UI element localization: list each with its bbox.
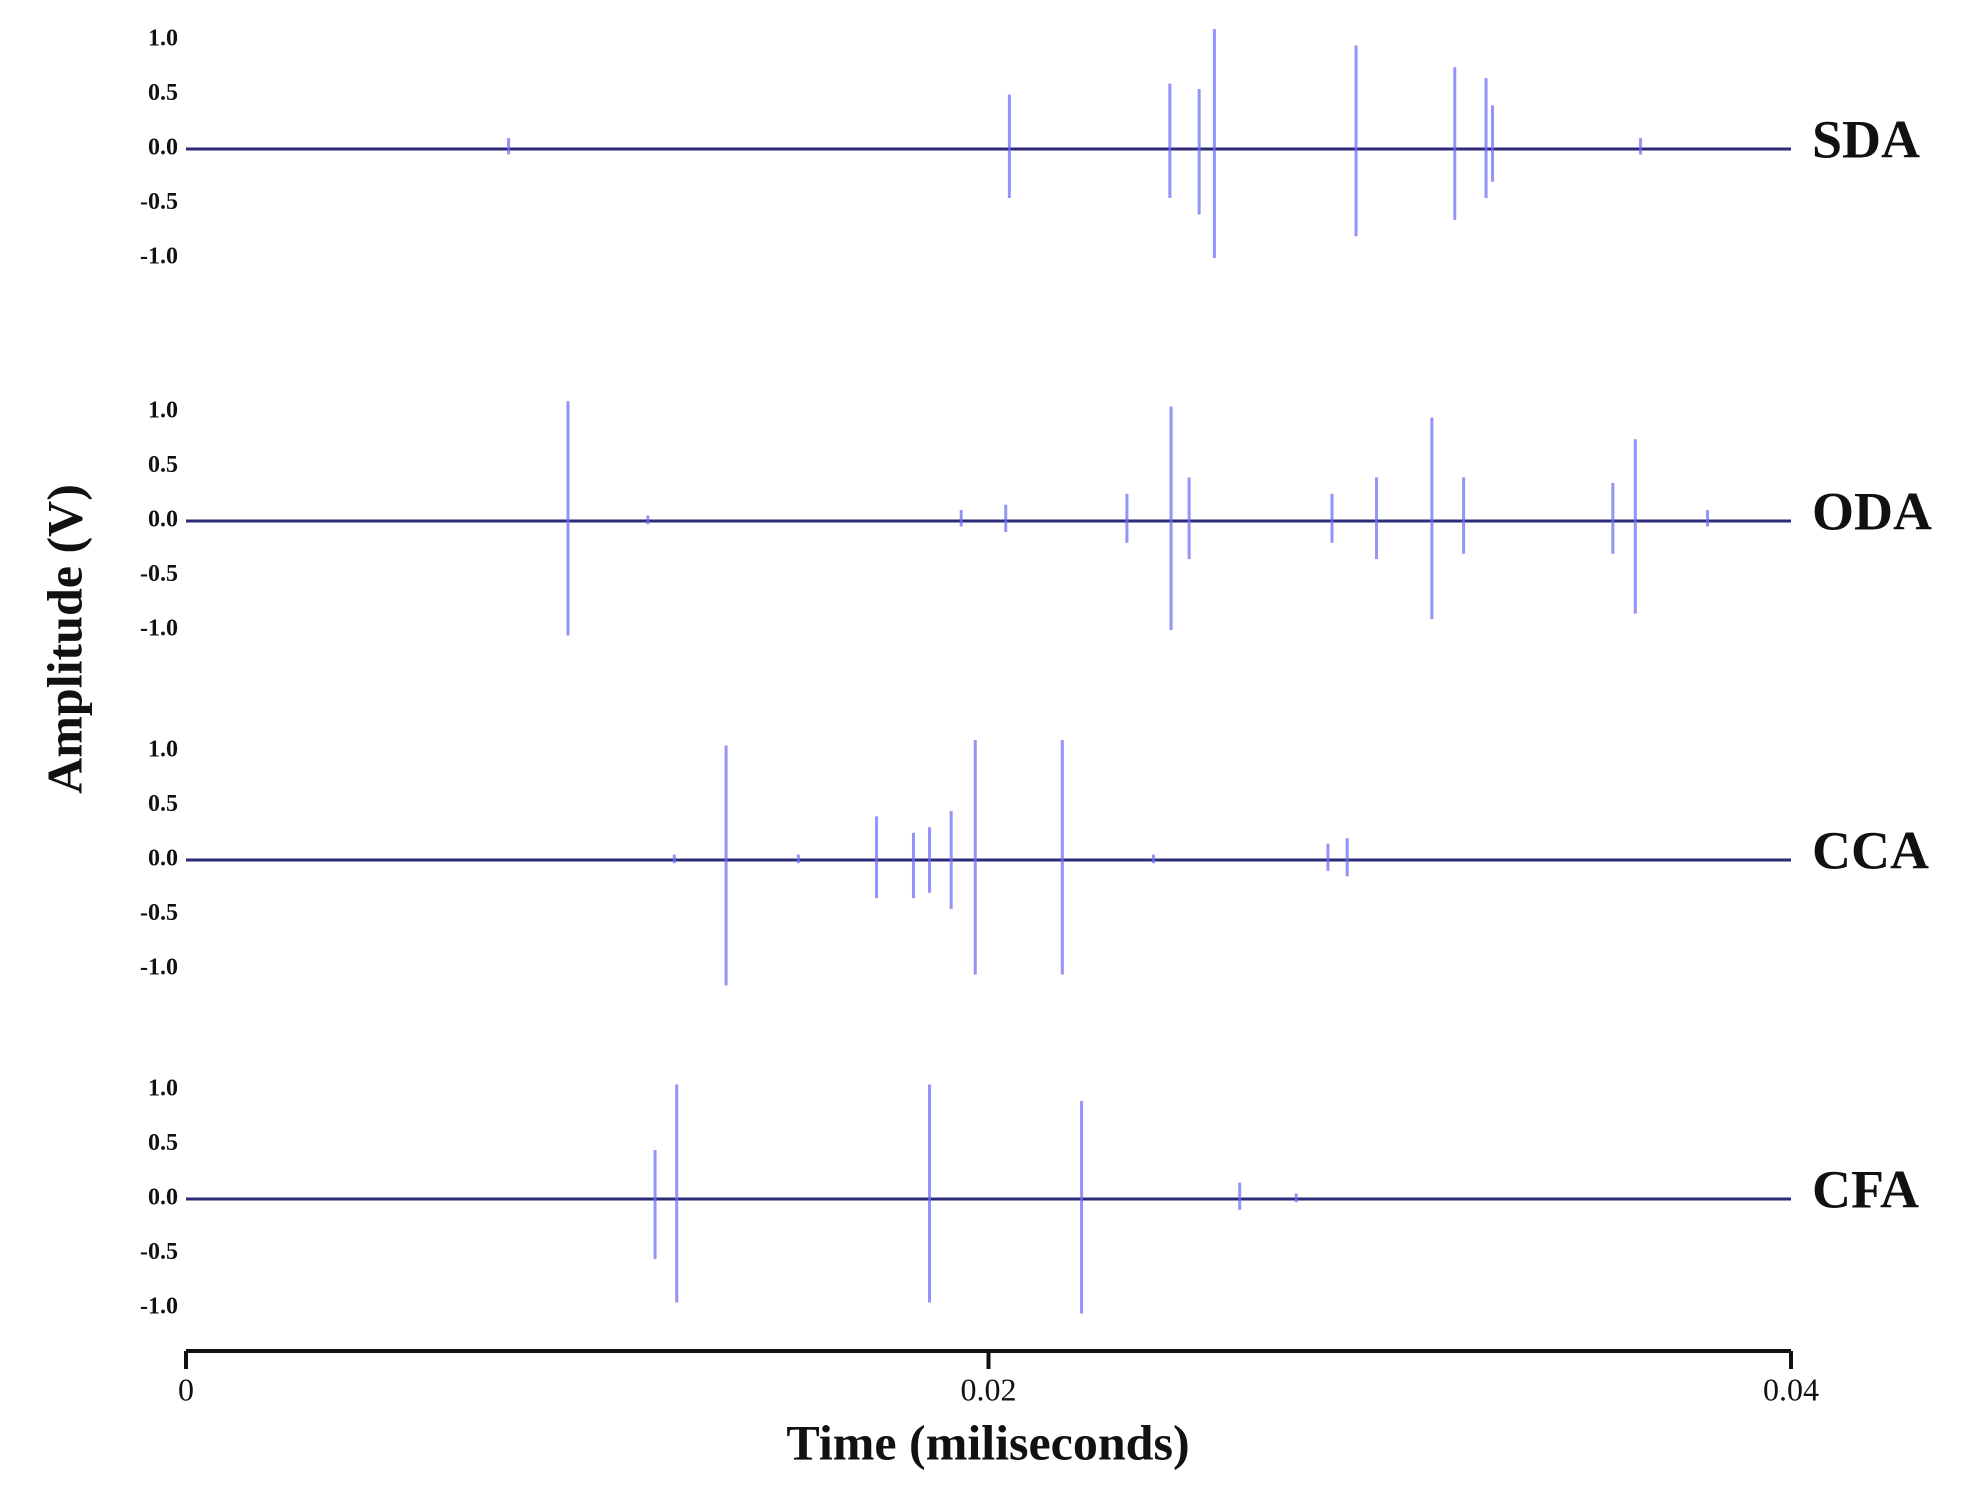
- y-tick-label: 0.0: [148, 846, 178, 872]
- y-tick-label: -1.0: [140, 616, 178, 642]
- x-tick-label: 0: [178, 1371, 194, 1407]
- x-tick-label: 0.02: [961, 1371, 1017, 1407]
- y-tick-label: -0.5: [140, 561, 178, 587]
- y-tick-label: 1.0: [148, 1076, 178, 1102]
- x-tick-label: 0.04: [1763, 1371, 1819, 1407]
- y-tick-label: 1.0: [148, 398, 178, 424]
- y-tick-label: 1.0: [148, 737, 178, 763]
- panel-label: CCA: [1812, 820, 1929, 880]
- y-tick-label: 0.5: [148, 452, 178, 478]
- panel-label: CFA: [1812, 1159, 1919, 1219]
- y-tick-label: 0.5: [148, 791, 178, 817]
- y-tick-label: -1.0: [140, 244, 178, 270]
- y-axis-title: Amplitude (V): [36, 484, 92, 794]
- y-tick-label: 0.5: [148, 80, 178, 106]
- y-tick-label: 0.0: [148, 1185, 178, 1211]
- y-tick-label: -0.5: [140, 189, 178, 215]
- y-tick-label: 0.5: [148, 1130, 178, 1156]
- y-tick-label: -0.5: [140, 900, 178, 926]
- y-tick-label: -1.0: [140, 1294, 178, 1320]
- y-tick-label: 0.0: [148, 135, 178, 161]
- y-tick-label: 0.0: [148, 507, 178, 533]
- y-tick-label: -1.0: [140, 955, 178, 981]
- y-tick-label: 1.0: [148, 26, 178, 52]
- x-axis-title: Time (miliseconds): [786, 1414, 1189, 1470]
- y-tick-label: -0.5: [140, 1239, 178, 1265]
- panel-label: SDA: [1812, 109, 1920, 169]
- panel-label: ODA: [1812, 481, 1932, 541]
